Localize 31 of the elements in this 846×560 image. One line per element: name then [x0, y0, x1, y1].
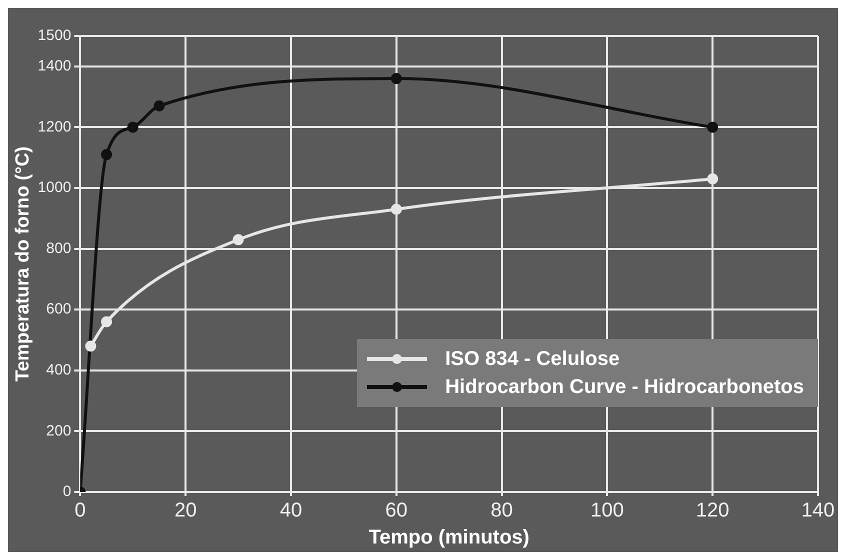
legend-label: ISO 834 - Celulose: [445, 348, 620, 370]
y-tick-label: 1200: [38, 118, 72, 136]
point: [707, 122, 718, 133]
point: [232, 234, 244, 246]
x-axis-title: Tempo (minutos): [368, 526, 530, 549]
point: [101, 149, 112, 160]
point: [390, 73, 402, 84]
y-tick-label: 0: [62, 483, 72, 500]
y-tick-label: 1000: [38, 179, 72, 196]
x-tick-label: 140: [801, 500, 835, 522]
y-axis-title: Temperatura do forno (°C): [12, 146, 34, 382]
x-tick-label: 40: [280, 500, 302, 522]
y-tick-label: 1400: [38, 58, 72, 75]
x-tick-label: 80: [490, 500, 513, 522]
x-tick-label: 120: [696, 500, 730, 522]
point: [707, 173, 718, 184]
legend-label: Hidrocarbon Curve - Hidrocarbonetos: [445, 376, 804, 398]
x-tick-label: 0: [74, 500, 86, 522]
y-tick-label: 800: [46, 240, 72, 257]
x-tick-label: 20: [174, 500, 197, 522]
y-tick-label: 200: [46, 422, 72, 440]
point: [101, 316, 112, 328]
y-tick-label: 400: [46, 362, 72, 379]
x-tick-label: 100: [590, 500, 624, 522]
point: [85, 340, 96, 352]
point: [390, 204, 402, 215]
point: [154, 100, 165, 112]
point: [127, 122, 138, 133]
y-tick-label: 600: [46, 300, 72, 318]
y-tick-label: 1500: [38, 27, 72, 44]
x-tick-label: 60: [385, 500, 408, 522]
